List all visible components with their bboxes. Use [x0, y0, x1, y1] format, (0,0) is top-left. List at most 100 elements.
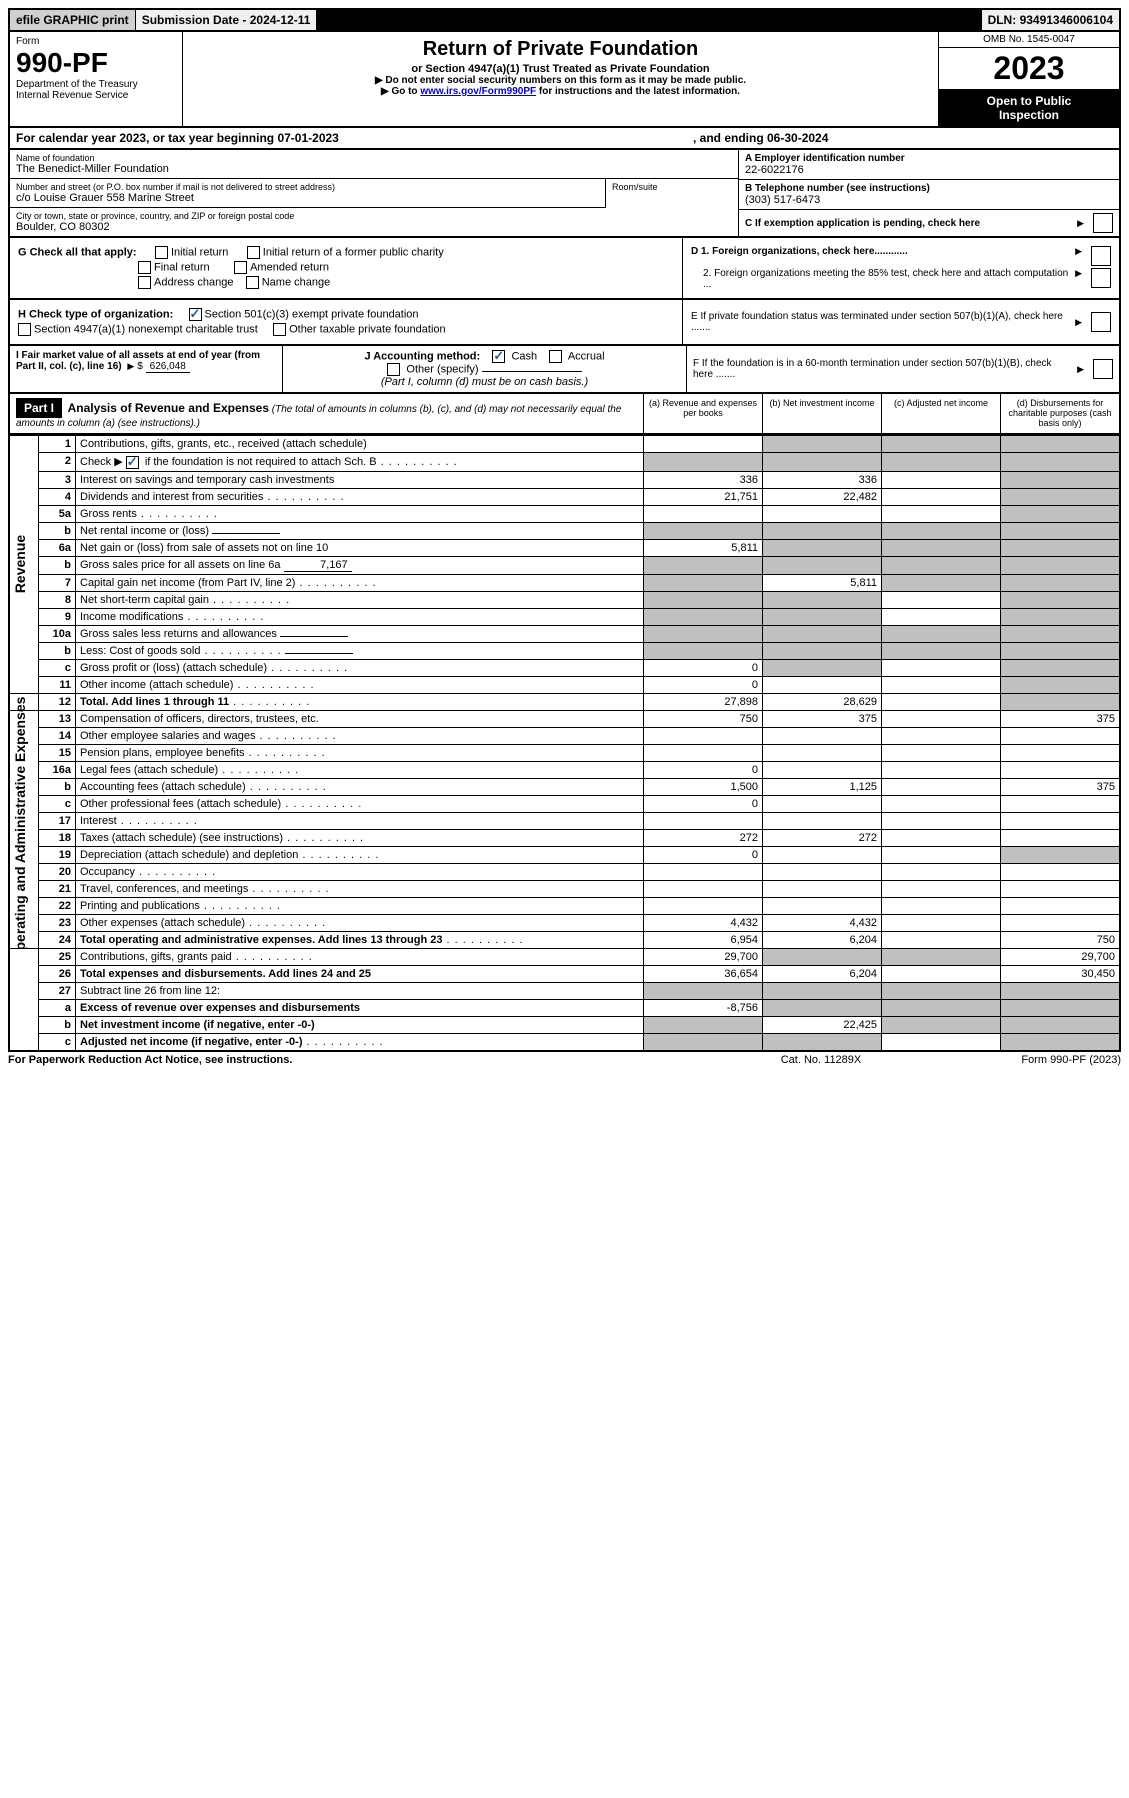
- form-subtitle: or Section 4947(a)(1) Trust Treated as P…: [193, 63, 928, 75]
- tax-year: 2023: [939, 48, 1119, 90]
- row-13: Operating and Administrative Expenses 13…: [9, 710, 1120, 727]
- row-10a: 10aGross sales less returns and allowanc…: [9, 625, 1120, 642]
- row-10b: bLess: Cost of goods sold: [9, 642, 1120, 659]
- revenue-side-label: Revenue: [9, 436, 39, 694]
- dept-treasury: Department of the Treasury: [16, 79, 176, 90]
- row-3: 3Interest on savings and temporary cash …: [9, 471, 1120, 488]
- room-suite-cell: Room/suite: [606, 179, 738, 208]
- omb-number: OMB No. 1545-0047: [939, 32, 1119, 48]
- arrow-icon: [1074, 364, 1087, 375]
- exemption-pending: C If exemption application is pending, c…: [739, 210, 1119, 236]
- row-23: 23Other expenses (attach schedule) 4,432…: [9, 914, 1120, 931]
- e-label: E If private foundation status was termi…: [691, 311, 1072, 333]
- row-7: 7Capital gain net income (from Part IV, …: [9, 574, 1120, 591]
- form-id-footer: Form 990-PF (2023): [921, 1054, 1121, 1066]
- foundation-name: The Benedict-Miller Foundation: [16, 163, 732, 175]
- checkbox-other-method[interactable]: [387, 363, 400, 376]
- g-label: G Check all that apply:: [18, 246, 137, 258]
- header-note-1: ▶ Do not enter social security numbers o…: [193, 75, 928, 86]
- efile-label: efile GRAPHIC print: [10, 10, 136, 30]
- row-24: 24Total operating and administrative exp…: [9, 931, 1120, 948]
- row-26: 26Total expenses and disbursements. Add …: [9, 965, 1120, 982]
- checkbox-final-return[interactable]: [138, 261, 151, 274]
- checkbox-other-taxable[interactable]: [273, 323, 286, 336]
- checkbox-d1[interactable]: [1091, 246, 1111, 266]
- tax-year-end: 06-30-2024: [767, 131, 828, 145]
- row-27: 27Subtract line 26 from line 12:: [9, 982, 1120, 999]
- row-1: Revenue 1 Contributions, gifts, grants, …: [9, 436, 1120, 453]
- expenses-side-label: Operating and Administrative Expenses: [9, 710, 39, 948]
- checkbox-d2[interactable]: [1091, 268, 1111, 288]
- part-1-label: Part I: [16, 398, 62, 418]
- street-address: c/o Louise Grauer 558 Marine Street: [16, 192, 599, 204]
- row-14: 14Other employee salaries and wages: [9, 727, 1120, 744]
- row-21: 21Travel, conferences, and meetings: [9, 880, 1120, 897]
- checkbox-f[interactable]: [1093, 359, 1113, 379]
- identification-block: Name of foundation The Benedict-Miller F…: [8, 150, 1121, 238]
- header-left: Form 990-PF Department of the Treasury I…: [10, 32, 183, 126]
- row-16b: bAccounting fees (attach schedule) 1,500…: [9, 778, 1120, 795]
- checkbox-sch-b[interactable]: [126, 456, 139, 469]
- row-18: 18Taxes (attach schedule) (see instructi…: [9, 829, 1120, 846]
- ein-cell: A Employer identification number 22-6022…: [739, 150, 1119, 180]
- checkbox-accrual[interactable]: [549, 350, 562, 363]
- row-10c: cGross profit or (loss) (attach schedule…: [9, 659, 1120, 676]
- row-2: 2 Check ▶ if the foundation is not requi…: [9, 453, 1120, 472]
- header-note-2: ▶ Go to www.irs.gov/Form990PF for instru…: [193, 86, 928, 97]
- row-9: 9Income modifications: [9, 608, 1120, 625]
- checkbox-cash[interactable]: [492, 350, 505, 363]
- city-state-zip: Boulder, CO 80302: [16, 221, 732, 233]
- h-label: H Check type of organization:: [18, 308, 173, 320]
- phone-cell: B Telephone number (see instructions) (3…: [739, 180, 1119, 210]
- part-1-table: Revenue 1 Contributions, gifts, grants, …: [8, 435, 1121, 1052]
- row-6a: 6aNet gain or (loss) from sale of assets…: [9, 539, 1120, 556]
- checkbox-e[interactable]: [1091, 312, 1111, 332]
- row-11: 11Other income (attach schedule) 0: [9, 676, 1120, 693]
- checkbox-amended[interactable]: [234, 261, 247, 274]
- part-1-header-row: Part I Analysis of Revenue and Expenses …: [8, 394, 1121, 435]
- checkbox-c[interactable]: [1093, 213, 1113, 233]
- accounting-method: J Accounting method: Cash Accrual Other …: [283, 346, 687, 392]
- section-g-d: G Check all that apply: Initial return I…: [8, 238, 1121, 300]
- col-a-header: (a) Revenue and expenses per books: [643, 394, 762, 433]
- row-27b: bNet investment income (if negative, ent…: [9, 1016, 1120, 1033]
- arrow-icon: [1074, 218, 1087, 229]
- arrow-icon: [124, 361, 137, 372]
- row-27a: aExcess of revenue over expenses and dis…: [9, 999, 1120, 1016]
- col-d-header: (d) Disbursements for charitable purpose…: [1000, 394, 1119, 433]
- row-19: 19Depreciation (attach schedule) and dep…: [9, 846, 1120, 863]
- address-cell: Number and street (or P.O. box number if…: [10, 179, 606, 208]
- form-link[interactable]: www.irs.gov/Form990PF: [420, 86, 536, 97]
- checkbox-4947[interactable]: [18, 323, 31, 336]
- row-8: 8Net short-term capital gain: [9, 591, 1120, 608]
- row-17: 17Interest: [9, 812, 1120, 829]
- checkbox-name-change[interactable]: [246, 276, 259, 289]
- row-16c: cOther professional fees (attach schedul…: [9, 795, 1120, 812]
- telephone: (303) 517-6473: [745, 194, 1113, 206]
- fair-market-value: I Fair market value of all assets at end…: [10, 346, 283, 392]
- row-20: 20Occupancy: [9, 863, 1120, 880]
- form-label: Form: [16, 36, 176, 47]
- row-22: 22Printing and publications: [9, 897, 1120, 914]
- checkbox-address-change[interactable]: [138, 276, 151, 289]
- section-h-e: H Check type of organization: Section 50…: [8, 300, 1121, 346]
- foundation-name-cell: Name of foundation The Benedict-Miller F…: [10, 150, 738, 179]
- dln: DLN: 93491346006104: [982, 10, 1119, 30]
- open-to-public: Open to PublicInspection: [939, 90, 1119, 126]
- col-b-header: (b) Net investment income: [762, 394, 881, 433]
- part-1-title: Analysis of Revenue and Expenses: [68, 401, 269, 415]
- checkbox-initial-former[interactable]: [247, 246, 260, 259]
- f-label: F If the foundation is in a 60-month ter…: [693, 358, 1074, 380]
- calendar-year-row: For calendar year 2023, or tax year begi…: [8, 128, 1121, 150]
- catalog-number: Cat. No. 11289X: [721, 1054, 921, 1066]
- efile-top-bar: efile GRAPHIC print Submission Date - 20…: [8, 8, 1121, 32]
- paperwork-notice: For Paperwork Reduction Act Notice, see …: [8, 1054, 721, 1066]
- d2-label: 2. Foreign organizations meeting the 85%…: [691, 268, 1072, 290]
- form-header: Form 990-PF Department of the Treasury I…: [8, 32, 1121, 128]
- fmv-amount: 626,048: [146, 361, 190, 373]
- checkbox-501c3[interactable]: [189, 308, 202, 321]
- form-title: Return of Private Foundation: [193, 38, 928, 61]
- row-27c: cAdjusted net income (if negative, enter…: [9, 1033, 1120, 1051]
- checkbox-initial-return[interactable]: [155, 246, 168, 259]
- arrow-icon: [1072, 246, 1085, 266]
